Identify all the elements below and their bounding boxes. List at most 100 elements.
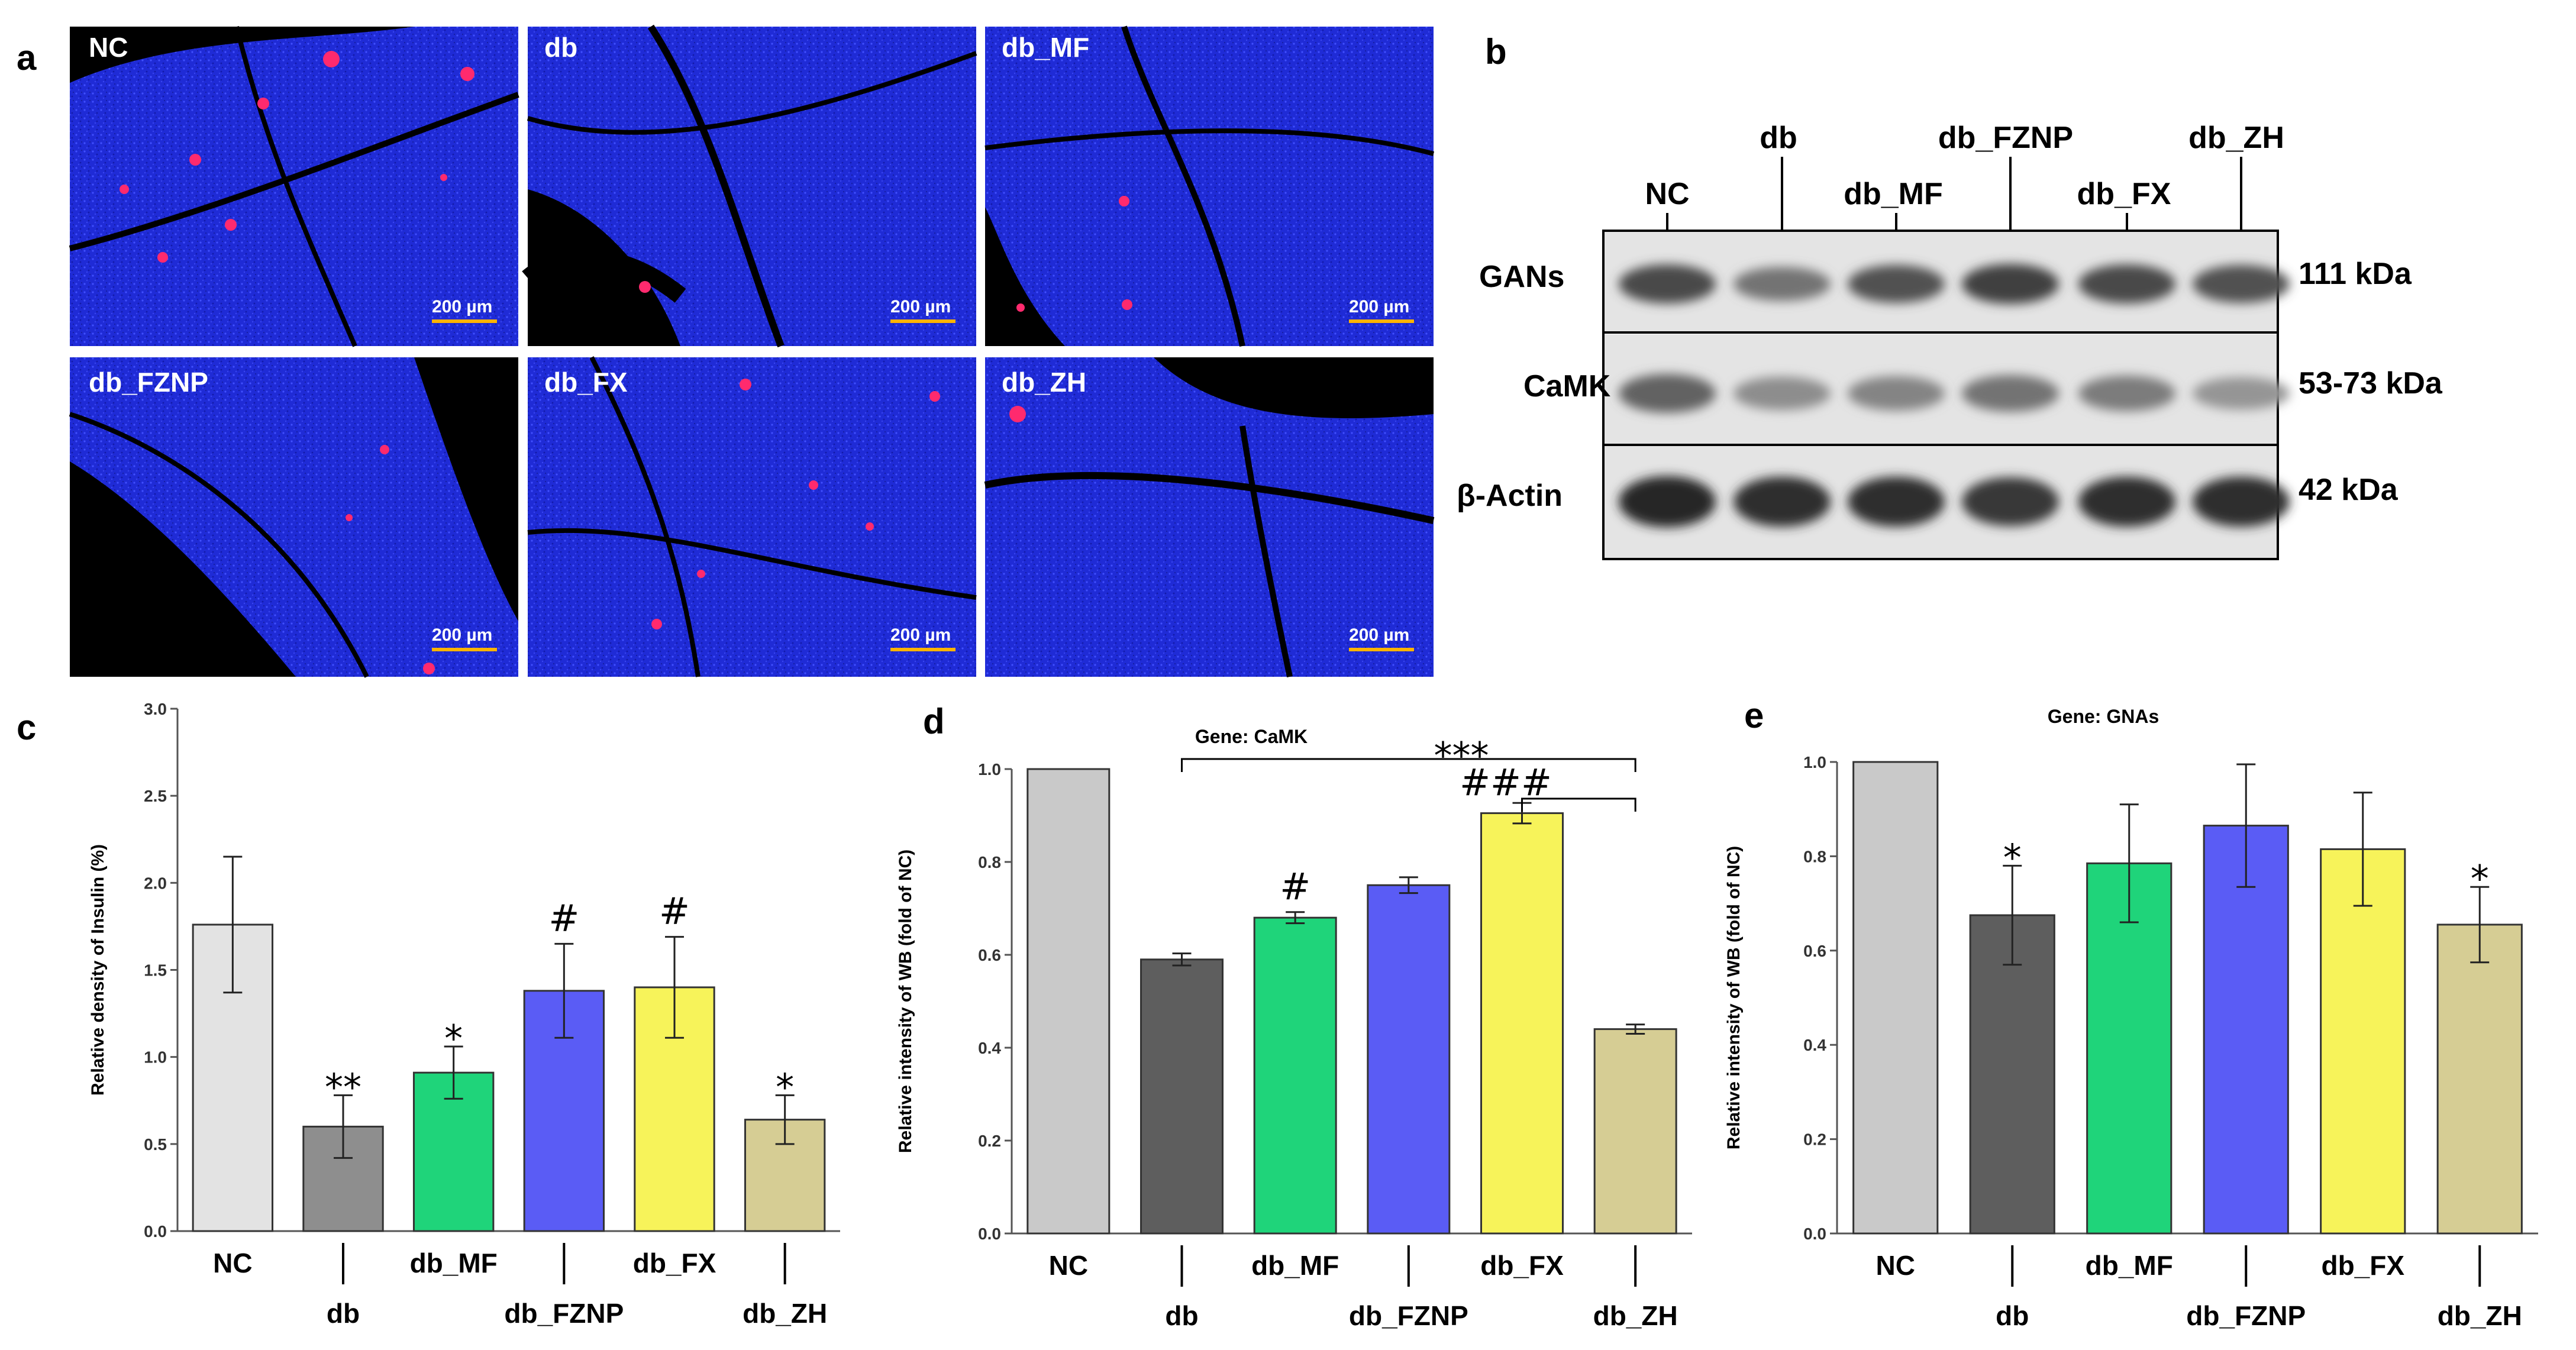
significance-mark: * (444, 1017, 463, 1060)
significance-mark: * (2471, 857, 2489, 900)
significance-bracket (1181, 758, 1636, 772)
scale-bar (890, 319, 955, 323)
x-tick-label: db_FX (2321, 1250, 2404, 1281)
significance-mark: # (548, 896, 579, 939)
y-tick-label: 0.4 (1803, 1036, 1826, 1054)
panel-label-c: c (17, 708, 36, 747)
blot-bands (1619, 264, 2290, 528)
bar (2436, 923, 2523, 1235)
significance-bracket (1521, 797, 1636, 812)
blot-size-label: 111 kDa (2299, 257, 2412, 291)
x-tick-label: db_MF (2086, 1250, 2173, 1281)
bar (1480, 812, 1564, 1235)
blot-size-label: 53-73 kDa (2299, 366, 2443, 401)
micrograph-tile: db_MF 200 µm (984, 25, 1435, 347)
y-tick-label: 3.0 (144, 700, 167, 718)
lane-label: db_ZH (2188, 121, 2284, 155)
micrograph-tile: db_ZH 200 µm (984, 357, 1435, 678)
lane-label: db_FZNP (1938, 121, 2073, 155)
x-tick-label: db_FZNP (1349, 1300, 1468, 1331)
panel-c-chart: 0.0 0.5 1.0 1.5 2.0 2.5 3.0 Relative density of… (88, 700, 840, 1329)
panel-d-chart: 0.0 0.2 0.4 0.6 0.8 1.0 Relative intensity of … (896, 726, 1692, 1331)
bar (1969, 914, 2055, 1235)
blot-band (1848, 476, 1945, 527)
scale-bar-label: 200 µm (1349, 625, 1409, 645)
lane-label: db_FX (2077, 177, 2171, 211)
x-tick-label: db_FZNP (504, 1298, 624, 1329)
blot-band (2078, 476, 2175, 527)
blot-band (1619, 476, 1716, 528)
tile-label-db-zh: db_ZH (1002, 367, 1086, 398)
tile-label-db-fx: db_FX (544, 367, 628, 398)
y-axis-title: Relative intensity of WB (fold of NC) (896, 850, 915, 1153)
scale-bar-label: 200 µm (1349, 297, 1409, 316)
bar (1253, 916, 1337, 1235)
blot-band (2078, 375, 2175, 412)
scale-bar (432, 648, 497, 651)
y-tick-label: 0.6 (1803, 942, 1826, 960)
blot-band (1734, 376, 1831, 411)
x-tick-label: db_FX (633, 1248, 716, 1278)
x-tick-label: NC (1049, 1250, 1088, 1281)
x-tick-label: db_ZH (743, 1298, 827, 1329)
panel-label-d: d (923, 702, 945, 741)
bar (1367, 884, 1451, 1235)
x-tick-label: db_FZNP (2186, 1300, 2306, 1331)
blot-band (1848, 376, 1945, 411)
lane-label: NC (1645, 177, 1689, 211)
bar (2320, 848, 2406, 1235)
bar (1852, 761, 1939, 1235)
y-tick-label: 0.8 (1803, 847, 1826, 865)
y-tick-label: 1.0 (978, 760, 1001, 779)
tile-label-db: db (544, 32, 577, 63)
x-tick-label: db_FX (1480, 1250, 1564, 1281)
tile-label-nc: NC (89, 32, 128, 63)
blot-band (1962, 375, 2059, 412)
panel-label-b: b (1485, 32, 1507, 72)
scale-bar (1349, 319, 1414, 323)
x-tick-label: NC (213, 1248, 252, 1278)
panel-label-a: a (17, 38, 37, 77)
bracket-label: *** (1434, 734, 1489, 777)
x-tick-label: db_ZH (1593, 1300, 1678, 1331)
x-tick-label: db_ZH (2438, 1300, 2522, 1331)
panel-label-e: e (1744, 696, 1764, 735)
y-tick-label: 0.0 (1803, 1225, 1826, 1243)
y-tick-label: 0.4 (978, 1039, 1001, 1057)
significance-mark: * (2003, 836, 2022, 879)
bar (1593, 1028, 1677, 1235)
y-tick-label: 0.2 (978, 1132, 1001, 1150)
significance-mark: * (776, 1065, 794, 1109)
blot-band (1962, 477, 2059, 527)
scale-bar (890, 648, 955, 651)
blot-row-label: β-Actin (1457, 479, 1563, 513)
x-tick-label: db_MF (410, 1248, 498, 1278)
scale-bar-label: 200 µm (890, 625, 951, 645)
scale-bar-label: 200 µm (432, 297, 492, 316)
blot-row-label: CaMK (1523, 369, 1611, 403)
tile-label-db-fznp: db_FZNP (89, 367, 208, 398)
chart-title: Gene: CaMK (1195, 726, 1308, 747)
blot-band (1962, 264, 2059, 304)
y-tick-label: 2.5 (144, 787, 167, 805)
scale-bar (1349, 648, 1414, 651)
x-tick-label: db (327, 1298, 360, 1329)
tile-label-db-mf: db_MF (1002, 32, 1089, 63)
blot-band (2193, 377, 2290, 410)
scale-bar (432, 319, 497, 323)
x-tick-label: NC (1876, 1250, 1915, 1281)
x-tick-label: db (1996, 1300, 2029, 1331)
panel-b-western-blot: NC db db_MF db_FZNP db_FX db_ZH GANs CaM… (1457, 121, 2443, 560)
y-tick-label: 0.5 (144, 1135, 167, 1154)
bracket-label: ### (1460, 761, 1552, 804)
blot-band (1734, 476, 1831, 527)
y-tick-label: 0.6 (978, 946, 1001, 964)
bar (2086, 862, 2173, 1235)
micrograph-tile: NC 200 µm (69, 26, 519, 347)
y-tick-label: 0.8 (978, 853, 1001, 871)
significance-mark: # (659, 890, 690, 933)
x-tick-label: db (1165, 1300, 1198, 1331)
chart-title: Gene: GNAs (2048, 706, 2159, 727)
blot-band (1734, 267, 1831, 301)
blot-band (2193, 264, 2290, 303)
